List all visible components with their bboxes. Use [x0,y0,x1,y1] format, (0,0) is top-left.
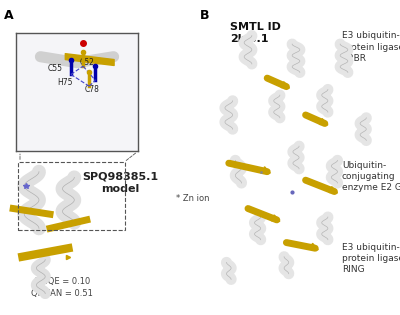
Text: E3 ubiquitin-
protein ligase
G2BR: E3 ubiquitin- protein ligase G2BR [342,32,400,63]
Text: E3 ubiquitin-
protein ligase
RING: E3 ubiquitin- protein ligase RING [342,243,400,274]
Text: C52: C52 [79,58,94,67]
Text: Ubiquitin-
conjugating
enzyme E2 G2: Ubiquitin- conjugating enzyme E2 G2 [342,161,400,192]
Text: A: A [4,9,14,22]
Text: SMTL ID
2lxp.1: SMTL ID 2lxp.1 [230,22,281,44]
Text: GMQE = 0.10
QMEAN = 0.51: GMQE = 0.10 QMEAN = 0.51 [31,277,93,298]
Text: * Zn ion: * Zn ion [176,194,210,203]
Text: SPQ98385.1
model: SPQ98385.1 model [82,172,158,193]
Text: B: B [200,9,210,22]
Text: H75: H75 [57,78,72,87]
Text: C78: C78 [84,85,99,94]
Text: C55: C55 [48,64,62,73]
